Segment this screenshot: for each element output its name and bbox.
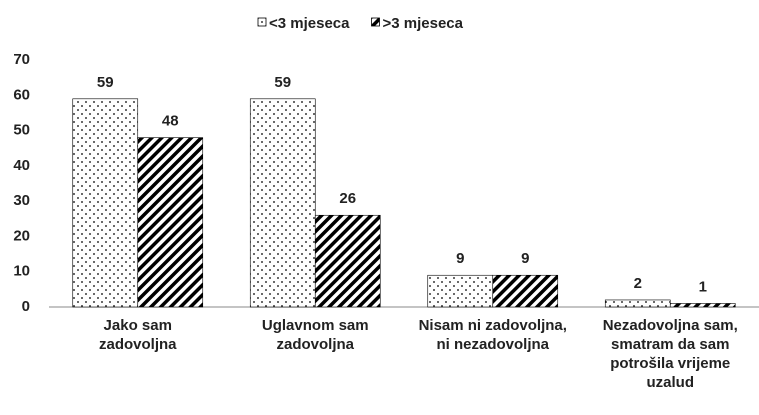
y-tick-label: 30 — [13, 192, 30, 209]
data-label: 9 — [521, 250, 529, 267]
x-tick-label: Uglavnom sam zadovoljna — [261, 317, 369, 353]
y-tick-label: 40 — [13, 157, 30, 174]
data-label: 59 — [97, 74, 114, 91]
x-tick-label: Nisam ni zadovoljna, ni nezadovoljna — [418, 317, 567, 353]
legend-label: >3 mjeseca — [383, 15, 464, 32]
bar — [314, 214, 381, 308]
data-label: 9 — [456, 250, 464, 267]
data-label: 26 — [339, 190, 356, 207]
y-tick-label: 50 — [13, 122, 30, 139]
bar — [137, 137, 204, 308]
y-tick-label: 0 — [22, 298, 30, 315]
data-label: 2 — [634, 275, 642, 292]
data-label: 59 — [274, 74, 291, 91]
data-label: 1 — [699, 278, 707, 295]
bar — [604, 299, 671, 308]
bar — [492, 274, 559, 308]
bar — [669, 303, 736, 308]
y-tick-label: 10 — [13, 263, 30, 280]
y-tick-label: 60 — [13, 86, 30, 103]
x-tick-label: Nezadovoljna sam, smatram da sam potroši… — [602, 317, 738, 391]
bar — [427, 274, 494, 308]
y-tick-label: 70 — [13, 51, 30, 68]
legend-swatch — [257, 17, 267, 27]
x-tick-label: Jako sam zadovoljna — [98, 317, 177, 353]
legend-swatch — [371, 17, 380, 27]
bar — [249, 98, 316, 308]
data-label: 48 — [162, 113, 179, 130]
y-tick-label: 20 — [13, 227, 30, 244]
bar — [72, 98, 139, 308]
legend-label: <3 mjeseca — [269, 15, 350, 32]
